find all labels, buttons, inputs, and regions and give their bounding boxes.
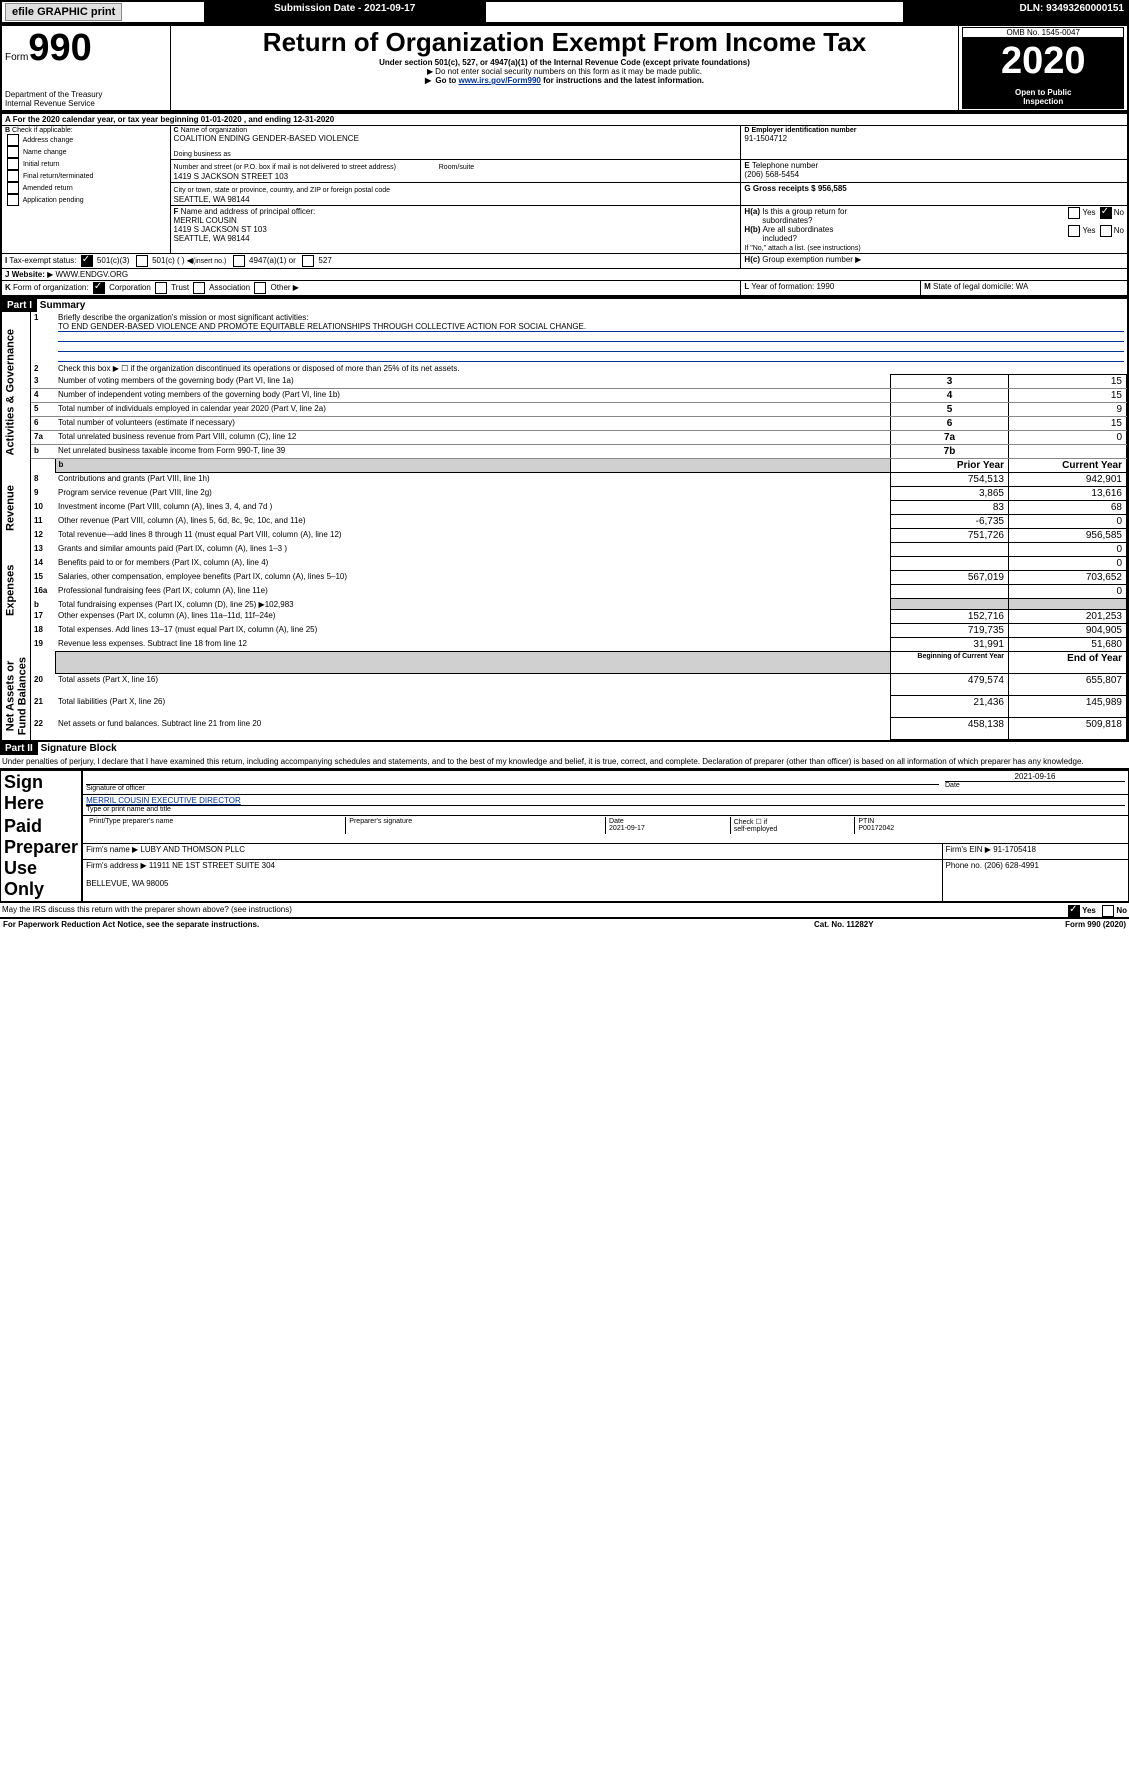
- efile-btn[interactable]: efile GRAPHIC print: [5, 3, 122, 21]
- form-header: Form990 Department of the Treasury Inter…: [0, 24, 1129, 112]
- final-check[interactable]: [7, 170, 19, 182]
- amended-check[interactable]: [7, 182, 19, 194]
- prep-date: 2021-09-17: [609, 825, 645, 832]
- firm-phone: (206) 628-4991: [984, 861, 1039, 870]
- form-foot: Form 990 (2020): [938, 918, 1129, 930]
- initial-check[interactable]: [7, 158, 19, 170]
- pending-check[interactable]: [7, 194, 19, 206]
- assoc-check[interactable]: [193, 282, 205, 294]
- net-label: Net Assets or Fund Balances: [2, 652, 31, 740]
- state-domicile: State of legal domicile: WA: [933, 282, 1028, 291]
- 501c-check[interactable]: [136, 255, 148, 267]
- 4947-check[interactable]: [233, 255, 245, 267]
- ssn-note: Do not enter social security numbers on …: [174, 67, 956, 76]
- perjury: Under penalties of perjury, I declare th…: [0, 755, 1129, 770]
- dept-treasury: Department of the Treasury Internal Reve…: [5, 90, 167, 108]
- exp-label: Expenses: [2, 543, 31, 638]
- discuss-yes[interactable]: [1068, 905, 1080, 917]
- gov-label: Activities & Governance: [2, 312, 31, 473]
- hb-yes[interactable]: [1068, 225, 1080, 237]
- sign-here: Sign Here: [1, 771, 83, 816]
- addr-change-check[interactable]: [7, 134, 19, 146]
- form-label: Form: [5, 52, 28, 63]
- top-bar: efile GRAPHIC print Submission Date - 20…: [0, 0, 1129, 24]
- corp-check[interactable]: [93, 282, 105, 294]
- part2: Part II Signature Block Under penalties …: [0, 742, 1129, 930]
- mission: TO END GENDER-BASED VIOLENCE AND PROMOTE…: [58, 322, 1124, 332]
- city: SEATTLE, WA 98144: [174, 195, 738, 204]
- firm-ein: 91-1705418: [993, 845, 1036, 854]
- irs-link[interactable]: www.irs.gov/Form990: [458, 76, 540, 85]
- form-number: 990: [28, 27, 91, 69]
- website: WWW.ENDGV.ORG: [56, 270, 129, 279]
- street: 1419 S JACKSON STREET 103: [174, 172, 738, 181]
- org-name: COALITION ENDING GENDER-BASED VIOLENCE: [174, 134, 738, 143]
- paid-preparer: Paid Preparer Use Only: [1, 815, 83, 902]
- name-change-check[interactable]: [7, 146, 19, 158]
- officer: MERRIL COUSIN 1419 S JACKSON ST 103 SEAT…: [174, 216, 738, 243]
- phone: (206) 568-5454: [744, 170, 1124, 179]
- tax-year: 2020: [962, 38, 1124, 85]
- discuss-no[interactable]: [1102, 905, 1114, 917]
- part1: Part I Summary Activities & Governance 1…: [0, 297, 1129, 742]
- omb: OMB No. 1545-0047: [962, 27, 1124, 38]
- year-formation: Year of formation: 1990: [751, 282, 834, 291]
- hb-no[interactable]: [1100, 225, 1112, 237]
- rev-label: Revenue: [2, 473, 31, 543]
- gross-receipts: G Gross receipts $ 956,585: [741, 183, 1128, 206]
- entity-info: A For the 2020 calendar year, or tax yea…: [0, 112, 1129, 297]
- other-check[interactable]: [254, 282, 266, 294]
- ein: 91-1504712: [744, 134, 1124, 143]
- sig-date: 2021-09-16: [945, 772, 1125, 781]
- ptin: P00172042: [858, 825, 894, 832]
- ha-yes[interactable]: [1068, 207, 1080, 219]
- ha-no[interactable]: [1100, 207, 1112, 219]
- dln: DLN: 93493260000151: [903, 1, 1128, 23]
- officer-name: MERRIL COUSIN EXECUTIVE DIRECTOR: [86, 796, 1125, 805]
- trust-check[interactable]: [155, 282, 167, 294]
- goto-note: Go to www.irs.gov/Form990 for instructio…: [174, 76, 956, 85]
- open-inspection: Open to Public Inspection: [962, 85, 1124, 109]
- 501c3-check[interactable]: [81, 255, 93, 267]
- submission-date: Submission Date - 2021-09-17: [204, 1, 486, 23]
- firm-name: LUBY AND THOMSON PLLC: [140, 845, 245, 854]
- 527-check[interactable]: [302, 255, 314, 267]
- form-subtitle: Under section 501(c), 527, or 4947(a)(1)…: [174, 58, 956, 67]
- form-title: Return of Organization Exempt From Incom…: [174, 27, 956, 58]
- cat-no: Cat. No. 11282Y: [750, 918, 938, 930]
